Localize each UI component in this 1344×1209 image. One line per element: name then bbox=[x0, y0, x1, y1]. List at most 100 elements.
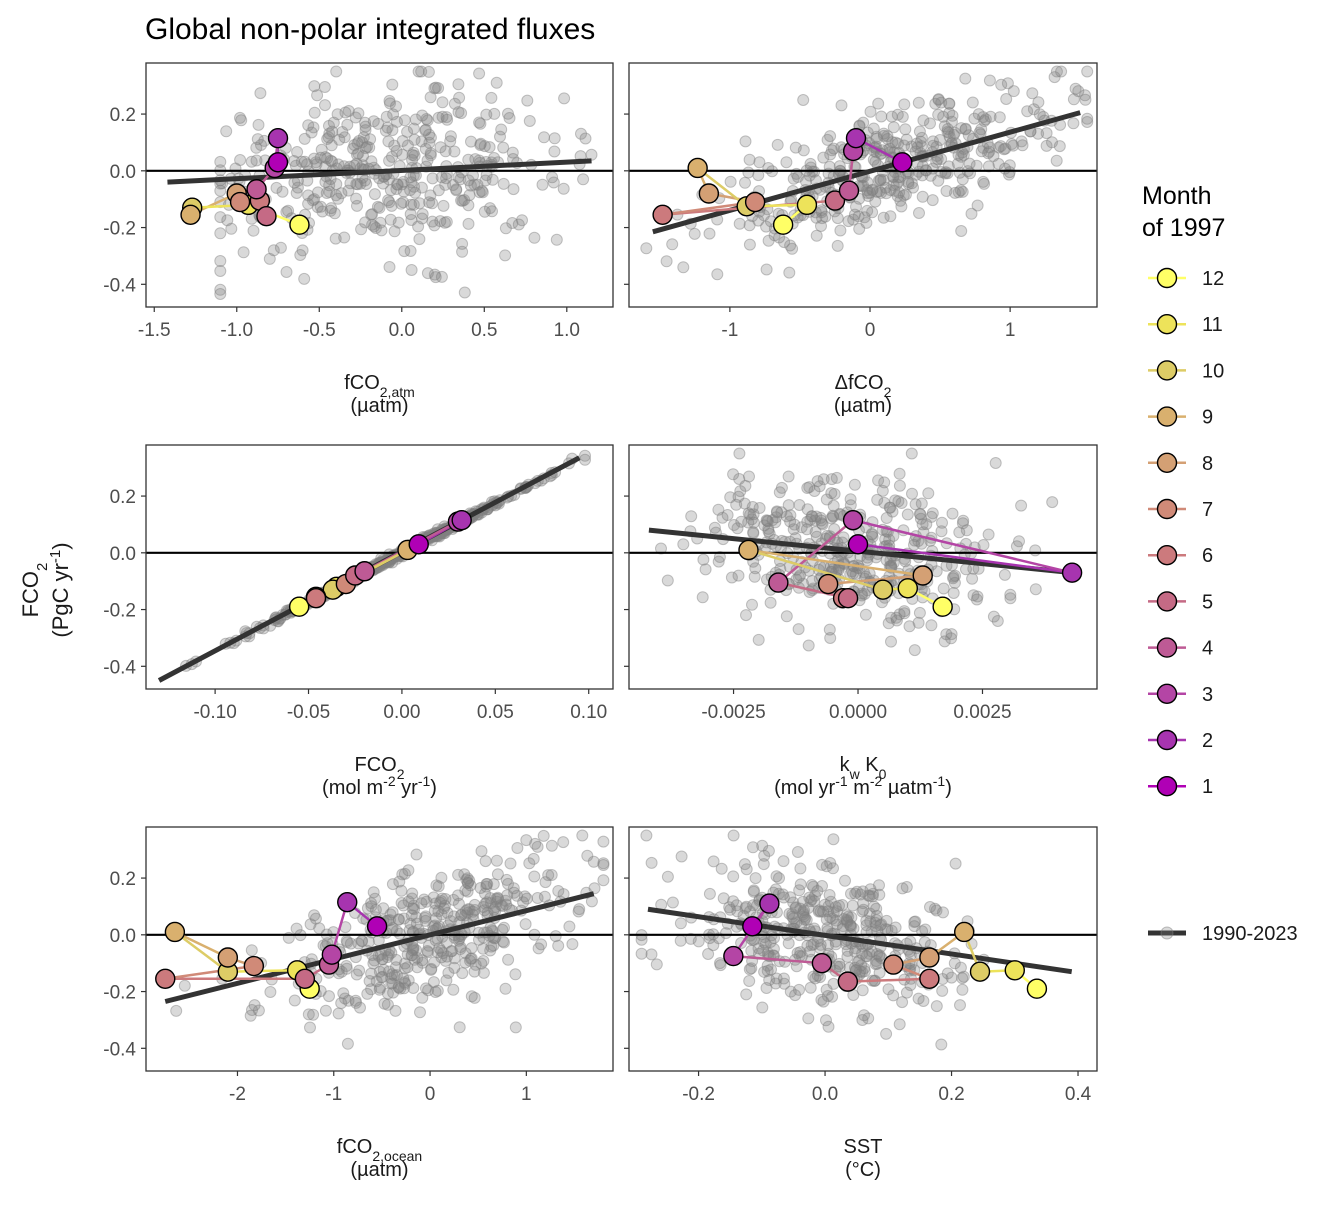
background-point bbox=[408, 953, 421, 966]
background-point bbox=[757, 944, 769, 957]
month-point-1 bbox=[847, 534, 869, 555]
background-point bbox=[455, 107, 468, 120]
month-point-11 bbox=[1004, 960, 1025, 981]
background-point bbox=[517, 896, 530, 909]
background-point bbox=[826, 990, 839, 1003]
background-point bbox=[490, 854, 503, 867]
background-point bbox=[827, 833, 840, 846]
background-point bbox=[806, 879, 818, 891]
background-point bbox=[747, 884, 760, 897]
background-point bbox=[952, 186, 965, 199]
background-point bbox=[386, 977, 399, 990]
background-point bbox=[483, 141, 496, 154]
background-point bbox=[350, 968, 363, 981]
background-point bbox=[851, 956, 864, 969]
background-point bbox=[454, 941, 467, 953]
background-point bbox=[377, 177, 390, 190]
background-point bbox=[398, 114, 411, 127]
background-point bbox=[170, 1004, 183, 1017]
month-path-segment bbox=[852, 518, 1073, 574]
background-point bbox=[440, 172, 453, 185]
background-point bbox=[597, 859, 610, 871]
panel-border bbox=[628, 62, 1098, 308]
background-point bbox=[747, 885, 760, 898]
background-point bbox=[511, 889, 523, 902]
background-point bbox=[321, 152, 334, 165]
background-point bbox=[955, 122, 968, 135]
background-point bbox=[373, 201, 386, 214]
background-point bbox=[727, 870, 740, 883]
background-point bbox=[420, 113, 433, 125]
background-point bbox=[697, 553, 710, 566]
background-point bbox=[397, 185, 410, 198]
background-point bbox=[424, 91, 437, 104]
background-point bbox=[367, 957, 380, 970]
background-point bbox=[949, 857, 962, 870]
axis-text-part: 2,atm bbox=[380, 384, 415, 400]
background-point bbox=[934, 134, 946, 146]
background-point bbox=[918, 936, 931, 949]
background-point bbox=[432, 82, 445, 95]
background-point bbox=[375, 224, 388, 237]
background-point bbox=[703, 227, 716, 240]
month-point-1 bbox=[742, 916, 763, 937]
background-point bbox=[314, 200, 327, 213]
background-point bbox=[748, 570, 761, 583]
legend-key-point bbox=[1156, 406, 1178, 427]
background-point bbox=[799, 911, 812, 924]
background-point bbox=[789, 141, 802, 154]
background-point bbox=[360, 178, 373, 190]
background-point bbox=[954, 184, 967, 197]
x-tick-label: 0 bbox=[425, 1084, 436, 1105]
background-point bbox=[908, 538, 920, 551]
background-point bbox=[384, 908, 397, 921]
background-point bbox=[288, 994, 301, 1007]
background-point bbox=[802, 902, 815, 915]
x-axis-unit: (mol m-2 yr-1) bbox=[322, 773, 437, 799]
background-point bbox=[926, 194, 939, 207]
background-point bbox=[352, 937, 365, 950]
background-point bbox=[353, 135, 365, 147]
background-point bbox=[807, 880, 820, 893]
background-point bbox=[323, 179, 336, 192]
background-point bbox=[385, 977, 398, 990]
plot-area bbox=[629, 829, 1097, 1051]
background-point bbox=[778, 236, 791, 249]
background-point bbox=[291, 146, 304, 158]
legend-month-label: 7 bbox=[1202, 499, 1213, 521]
background-point bbox=[802, 639, 815, 652]
background-point bbox=[438, 899, 451, 912]
background-point bbox=[820, 983, 833, 996]
background-point bbox=[386, 124, 399, 137]
background-point bbox=[323, 990, 335, 1003]
background-point bbox=[439, 145, 452, 158]
background-point bbox=[910, 168, 922, 181]
background-point bbox=[467, 908, 479, 921]
background-point bbox=[858, 588, 871, 600]
background-point bbox=[864, 883, 877, 896]
background-point bbox=[333, 133, 346, 146]
background-point bbox=[987, 610, 1000, 623]
background-point bbox=[420, 895, 433, 908]
background-point bbox=[427, 891, 440, 904]
background-point bbox=[425, 963, 437, 976]
background-point bbox=[902, 178, 915, 190]
background-point bbox=[377, 902, 390, 915]
background-point bbox=[782, 499, 795, 512]
background-point bbox=[434, 215, 447, 228]
y-tick-label: -0.2 bbox=[103, 983, 136, 1004]
background-point bbox=[908, 920, 921, 933]
background-point bbox=[396, 178, 408, 191]
background-point bbox=[416, 991, 429, 1004]
month-point-1 bbox=[408, 534, 429, 555]
background-point bbox=[327, 116, 340, 129]
background-point bbox=[391, 115, 403, 128]
x-tick-label: 1 bbox=[1005, 320, 1016, 341]
x-tick-label: 0.00 bbox=[383, 702, 420, 723]
background-point bbox=[416, 954, 429, 967]
background-point bbox=[831, 239, 844, 252]
background-point bbox=[771, 506, 784, 519]
background-point bbox=[972, 108, 985, 121]
background-point bbox=[752, 942, 765, 955]
background-point bbox=[509, 1021, 522, 1034]
